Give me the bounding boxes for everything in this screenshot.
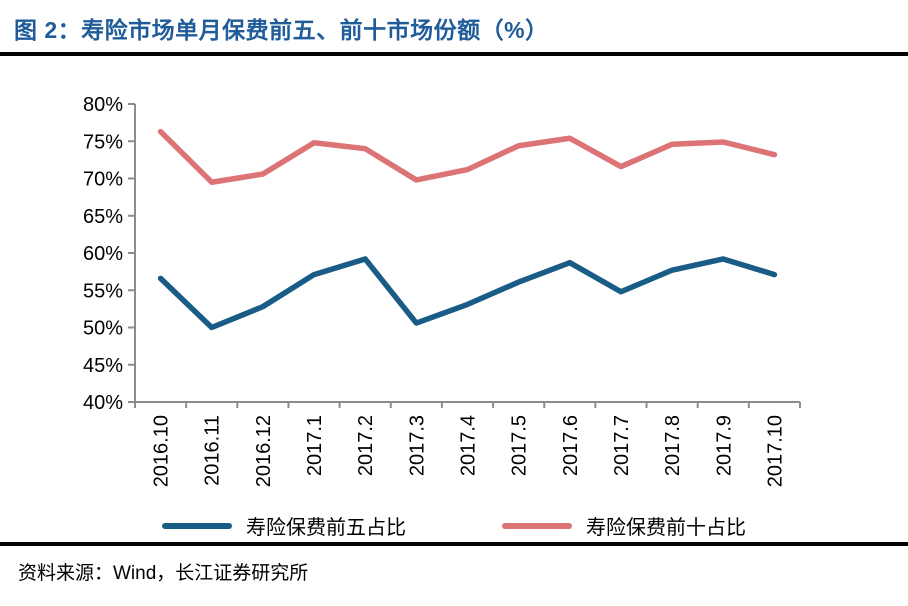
top10-line-swatch: [502, 522, 572, 529]
top10-series-line: [157, 128, 778, 185]
chart-legend: 寿险保费前五占比 寿险保费前十占比: [0, 511, 908, 540]
figure-title: 图 2：寿险市场单月保费前五、前十市场份额（%）: [14, 17, 549, 43]
x-axis-tick-label: 2017.9: [713, 415, 735, 476]
legend-item-top10: 寿险保费前十占比: [502, 511, 746, 540]
line-chart: 40% 45% 50% 55% 60% 65% 70% 75% 80% 2016.10 2016.1…: [83, 94, 801, 487]
y-axis-tick-label: 75%: [83, 131, 123, 153]
x-axis-tick-label: 2017.7: [611, 415, 633, 476]
footer-divider: [0, 542, 908, 546]
x-axis-tick-label: 2017.8: [662, 415, 684, 476]
x-axis-tick-label: 2017.4: [458, 415, 480, 476]
y-axis-tick-label: 80%: [83, 94, 123, 116]
axis-lines: [134, 104, 800, 403]
x-axis-tick-label: 2016.12: [253, 415, 275, 487]
x-axis-tick-label: 2017.10: [764, 415, 786, 487]
x-axis-tick-label: 2016.10: [151, 415, 173, 487]
legend-item-top5: 寿险保费前五占比: [162, 511, 406, 540]
y-axis-tick-label: 40%: [83, 392, 123, 414]
legend-label-top10: 寿险保费前十占比: [586, 517, 746, 539]
source-note: 资料来源：Wind，长江证券研究所: [18, 563, 309, 584]
y-axis-tick-label: 65%: [83, 206, 123, 228]
y-axis-tick-label: 50%: [83, 318, 123, 340]
x-axis-tick-label: 2017.1: [304, 415, 326, 476]
x-axis-tick-label: 2017.2: [355, 415, 377, 476]
x-axis-tick-label: 2017.6: [560, 415, 582, 476]
legend-label-top5: 寿险保费前五占比: [246, 517, 406, 539]
y-axis-tick-label: 45%: [83, 355, 123, 377]
y-axis-tick-label: 55%: [83, 280, 123, 302]
x-axis-tick-label: 2017.5: [509, 415, 531, 476]
title-divider: [0, 52, 908, 56]
x-axis-tick-label: 2016.11: [202, 415, 224, 486]
top5-line-swatch: [162, 522, 232, 529]
top5-series-line: [157, 256, 778, 331]
y-axis-tick-label: 70%: [83, 169, 123, 191]
x-axis-tick-label: 2017.3: [406, 415, 428, 476]
y-axis-tick-label: 60%: [83, 243, 123, 265]
